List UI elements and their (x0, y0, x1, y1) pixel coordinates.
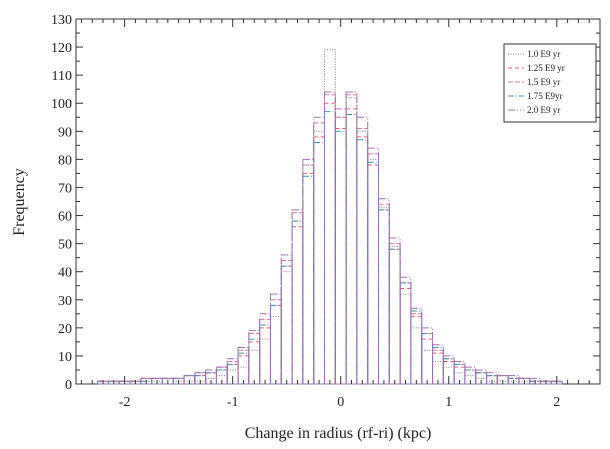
y-tick-label: 40 (58, 266, 72, 281)
y-tick-label: 0 (65, 378, 72, 393)
legend-label-5: 2.0 E9 yr (527, 105, 560, 115)
y-tick-label: 120 (51, 41, 72, 56)
y-tick-label: 130 (51, 13, 72, 28)
legend-label-4: 1.75 E9yr (527, 91, 563, 101)
bar-series-5-bin-33 (442, 355, 455, 385)
bar-series-5-bin-19 (291, 209, 304, 385)
x-tick-label: -2 (119, 395, 131, 410)
x-tick-label: 2 (553, 395, 560, 410)
y-tick-label: 20 (58, 322, 72, 337)
bar-series-5-bin-16 (259, 313, 271, 385)
bar-series-5-bin-34 (453, 361, 466, 385)
y-tick-label: 50 (58, 238, 72, 253)
bar-series-5-bin-22 (323, 91, 336, 385)
ticks-layer: 0 10 20 30 40 50 60 70 80 90 100 110 120 130 -2 -1 0 1 2 (51, 13, 601, 410)
legend-box (503, 43, 597, 123)
y-tick-label: 110 (52, 69, 72, 84)
bar-series-5-bin-24 (345, 91, 358, 385)
x-tick-label: 1 (445, 395, 452, 410)
y-tick-label: 100 (51, 97, 72, 112)
y-axis-title: Frequency (11, 168, 28, 236)
legend: 1.0 E9 yr 1.25 E9 yr 1.5 E9 yr 1.75 E9yr 2.0… (503, 43, 597, 123)
x-tick-label: -1 (227, 395, 239, 410)
bar-series-4-bin-17 (269, 304, 282, 385)
y-tick-label: 30 (58, 294, 72, 309)
y-tick-label: 80 (58, 153, 72, 168)
bar-series-5-bin-13 (226, 358, 239, 385)
y-tick-label: 60 (58, 210, 72, 225)
x-axis-title: Change in radius (rf-ri) (kpc) (245, 425, 432, 442)
y-tick-label: 70 (58, 181, 72, 196)
legend-label-2: 1.25 E9 yr (527, 63, 565, 73)
x-tick-label: 0 (337, 395, 344, 410)
bar-series-5-bin-14 (237, 347, 250, 385)
legend-label-1: 1.0 E9 yr (527, 49, 560, 59)
y-tick-label: 10 (58, 350, 72, 365)
y-tick-label: 90 (58, 125, 72, 140)
legend-label-3: 1.5 E9 yr (527, 77, 560, 87)
